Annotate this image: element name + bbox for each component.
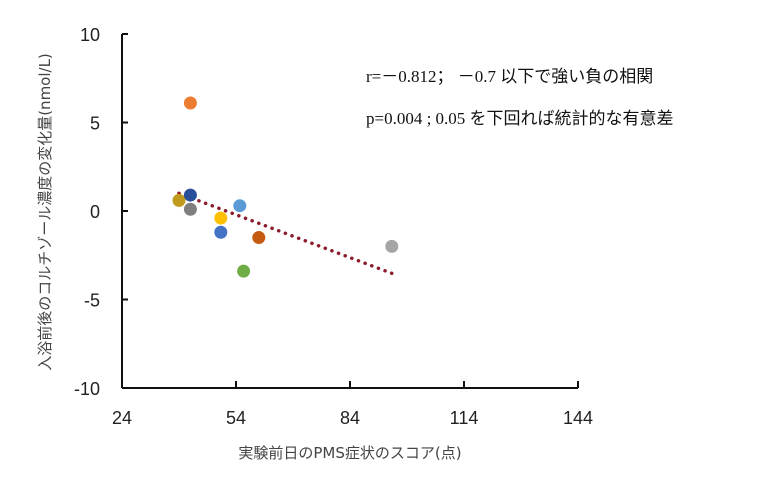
data-point [214,225,228,239]
x-tick-label: 54 [226,408,246,428]
y-tick-label: -10 [74,379,100,399]
x-tick-label: 24 [112,408,132,428]
y-tick-label: 5 [90,114,100,134]
data-point [183,188,197,202]
x-tick-label: 84 [340,408,360,428]
data-point [183,202,197,216]
x-axis-label: 実験前日のPMS症状のスコア(点) [238,444,461,462]
data-point [172,193,186,207]
data-point [237,264,251,278]
correlation-annotation: r=－0.812； －0.7 以下で強い負の相関 [366,67,654,86]
data-points [172,96,399,278]
y-tick-label: 10 [80,25,100,45]
p-value-annotation: p=0.004 ; 0.05 を下回れば統計的な有意差 [366,109,674,128]
data-point [233,199,247,213]
y-axis-label: 入浴前後のコルチゾール濃度の変化量(nmol/L) [36,53,54,371]
y-tick-label: -5 [84,291,100,311]
data-point [183,96,197,110]
axes: 10 5 0 -5 -10 24 54 84 114 144 [74,25,593,428]
data-point [385,239,399,253]
data-point [252,231,266,245]
data-point [214,211,228,225]
x-tick-label: 114 [450,408,479,428]
x-tick-label: 144 [563,408,593,428]
y-tick-label: 0 [90,202,100,222]
trendline [177,191,398,277]
